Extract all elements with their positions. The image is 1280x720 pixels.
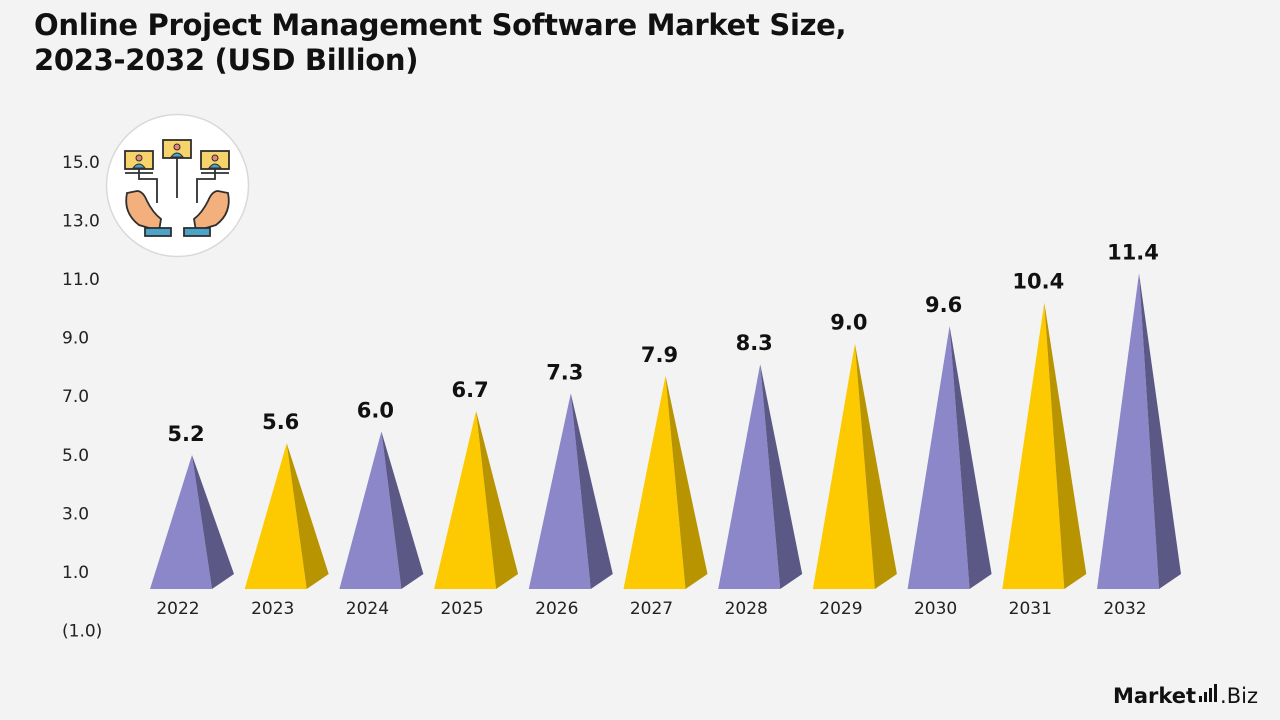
x-tick-label: 2031 xyxy=(1009,599,1052,619)
y-tick-label: 5.0 xyxy=(62,446,89,466)
x-axis: 2022 2023 2024 2025 2026 2027 2028 2029 2030 2031… xyxy=(156,599,1146,619)
data-label: 7.9 xyxy=(641,343,678,367)
data-label: 6.7 xyxy=(451,378,488,402)
y-tick-label: 9.0 xyxy=(62,329,89,349)
x-tick-label: 2022 xyxy=(156,599,199,619)
bars xyxy=(150,273,1181,589)
bar-2030 xyxy=(907,326,992,589)
y-tick-label: 7.0 xyxy=(62,387,89,407)
x-tick-label: 2026 xyxy=(535,599,578,619)
x-tick-label: 2028 xyxy=(725,599,768,619)
x-tick-label: 2027 xyxy=(630,599,673,619)
logo-text-suffix: .Biz xyxy=(1220,684,1258,708)
chart-title: Online Project Management Software Marke… xyxy=(34,8,934,78)
x-tick-label: 2023 xyxy=(251,599,294,619)
y-tick-label: 1.0 xyxy=(62,563,89,583)
bar-side-face xyxy=(1139,273,1181,589)
data-label: 5.6 xyxy=(262,410,299,434)
bar-side-face xyxy=(854,343,897,589)
bar-side-face xyxy=(381,431,424,589)
bar-side-face xyxy=(476,410,519,589)
bar-front-face xyxy=(718,364,781,589)
bar-side-face xyxy=(192,454,234,589)
bar-side-face xyxy=(665,375,708,589)
data-label: 5.2 xyxy=(167,422,204,446)
data-label: 11.4 xyxy=(1107,240,1159,264)
x-tick-label: 2029 xyxy=(819,599,862,619)
data-label: 7.3 xyxy=(546,360,583,384)
data-label: 8.3 xyxy=(736,331,773,355)
y-tick-label: 15.0 xyxy=(62,153,100,173)
y-tick-label: 11.0 xyxy=(62,270,100,290)
bar-side-face xyxy=(949,326,992,589)
data-label: 9.6 xyxy=(925,293,962,317)
bar-front-face xyxy=(1097,273,1159,589)
bar-2023 xyxy=(244,443,329,589)
bar-2029 xyxy=(812,343,897,589)
bar-side-face xyxy=(760,364,803,589)
bar-side-face xyxy=(1044,302,1087,589)
bar-2026 xyxy=(528,393,613,589)
bar-2032 xyxy=(1097,273,1181,589)
bar-front-face xyxy=(150,454,212,589)
bar-front-face xyxy=(244,443,307,589)
data-label: 6.0 xyxy=(357,399,394,423)
bar-front-face xyxy=(812,343,875,589)
data-label: 10.4 xyxy=(1012,270,1064,294)
bar-front-face xyxy=(434,410,497,589)
bar-front-face xyxy=(339,431,402,589)
chart-title-line-2: 2023-2032 (USD Billion) xyxy=(34,43,419,77)
x-tick-label: 2024 xyxy=(346,599,389,619)
bar-front-face xyxy=(907,326,970,589)
y-tick-label: (1.0) xyxy=(62,622,102,642)
y-tick-label: 13.0 xyxy=(62,211,100,231)
bar-2024 xyxy=(339,431,424,589)
bar-front-face xyxy=(623,375,686,589)
bar-2022 xyxy=(150,454,234,589)
bar-2028 xyxy=(718,364,803,589)
bar-front-face xyxy=(1002,302,1065,589)
market-biz-logo: Market .Biz xyxy=(1113,684,1258,708)
bar-2027 xyxy=(623,375,708,589)
y-axis: 15.0 13.0 11.0 9.0 7.0 5.0 3.0 1.0 (1.0) xyxy=(62,153,102,642)
chart-title-line-1: Online Project Management Software Marke… xyxy=(34,8,847,42)
bar-front-face xyxy=(528,393,591,589)
y-tick-label: 3.0 xyxy=(62,504,89,524)
value-labels: 5.2 5.6 6.0 6.7 7.3 7.9 8.3 9.0 9.6 10.4 11.4 xyxy=(167,240,1159,446)
bar-2025 xyxy=(434,410,519,589)
x-tick-label: 2030 xyxy=(914,599,957,619)
x-tick-label: 2032 xyxy=(1103,599,1146,619)
x-tick-label: 2025 xyxy=(440,599,483,619)
bar-side-face xyxy=(570,393,613,589)
bar-2031 xyxy=(1002,302,1087,589)
bar-side-face xyxy=(286,443,329,589)
data-label: 9.0 xyxy=(830,311,867,335)
logo-text-main: Market xyxy=(1112,684,1197,708)
logo-bars-icon xyxy=(1199,684,1218,702)
project-management-icon xyxy=(105,113,250,258)
